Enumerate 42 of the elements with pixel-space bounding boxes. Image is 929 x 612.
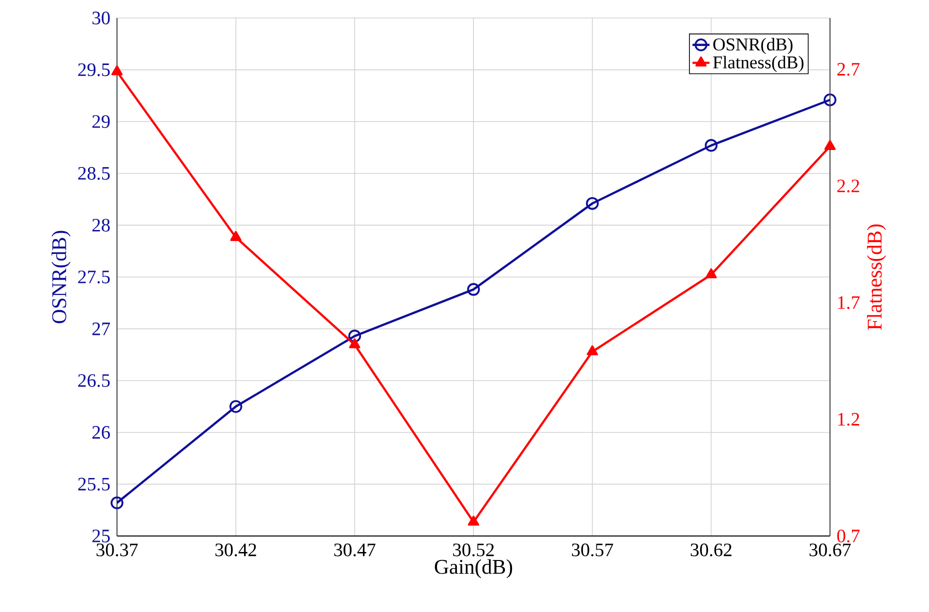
x-tick-label: 30.62 — [690, 544, 732, 556]
y-tick-label: 27.5 — [78, 270, 110, 284]
x-tick-label: 30.42 — [215, 544, 256, 556]
point — [349, 338, 360, 348]
y-tick-label: 28.5 — [78, 166, 110, 180]
point — [706, 268, 717, 278]
point — [824, 140, 836, 150]
y-tick-label: 29.5 — [78, 63, 110, 76]
x-tick-label: 30.37 — [96, 544, 138, 556]
legend-label: Flatness(dB) — [713, 56, 804, 72]
x-tick-label: 30.67 — [810, 544, 851, 556]
x-tick-label: 30.47 — [334, 544, 376, 556]
y-tick-label: 26.5 — [78, 374, 110, 387]
y-axis-title: OSNR(dB) — [52, 230, 71, 324]
x-tick-label: 30.57 — [572, 544, 614, 556]
point — [704, 139, 718, 152]
y-tick-label: 29 — [92, 115, 110, 128]
legend-label: OSNR(dB) — [713, 38, 792, 54]
y2-tick-label: 0.7 — [837, 530, 860, 542]
point — [229, 400, 242, 413]
y-tick-label: 25 — [92, 530, 110, 542]
y-tick-label: 27 — [92, 322, 110, 336]
point — [467, 283, 480, 296]
point — [468, 516, 480, 526]
y-tick-label: 25.5 — [78, 478, 110, 491]
x-tick-label: 30.52 — [453, 544, 494, 556]
y-tick-label: 28 — [92, 218, 110, 232]
point — [824, 93, 836, 106]
point — [230, 230, 242, 241]
x-axis-title: Gain(dB) — [434, 559, 512, 578]
point — [110, 496, 124, 510]
point — [586, 345, 598, 356]
y2-axis-title: Flatness(dB) — [867, 224, 886, 330]
y2-tick-label: 1.2 — [838, 412, 860, 426]
y2-tick-label: 1.7 — [838, 296, 860, 310]
point — [586, 197, 599, 210]
y2-tick-label: 2.2 — [837, 180, 860, 192]
point — [348, 330, 362, 342]
y2-tick-label: 2.7 — [837, 62, 860, 76]
y-tick-label: 26 — [92, 426, 110, 439]
point — [111, 65, 123, 76]
y-tick-label: 30 — [92, 12, 110, 24]
